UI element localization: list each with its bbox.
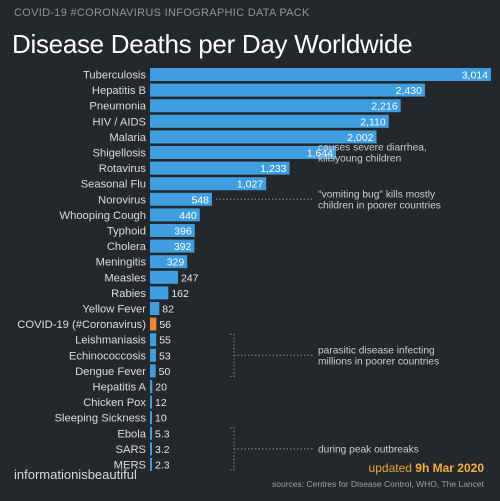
value-label-malaria: 2,002 (347, 132, 373, 144)
bar-hepatitis-a (150, 380, 153, 393)
category-label-echinococcosis: Echinococcosis (69, 350, 147, 362)
annotation-text: millions in poorer countries (318, 356, 439, 367)
value-label-seasonal-flu: 1,027 (237, 179, 263, 191)
annotation-text: causes severe diarrhea, (318, 143, 427, 154)
category-label-hepatitis-b: Hepatitis B (92, 85, 146, 97)
category-label-shigellosis: Shigellosis (93, 148, 147, 160)
category-label-rotavirus: Rotavirus (99, 163, 147, 175)
value-label-tuberculosis: 3,014 (462, 70, 488, 82)
value-label-hepatitis-a: 20 (155, 382, 167, 394)
category-label-norovirus: Norovirus (98, 194, 146, 206)
value-label-measles: 247 (181, 272, 199, 284)
category-label-malaria: Malaria (109, 132, 146, 144)
value-label-chicken-pox: 12 (155, 397, 167, 409)
category-label-hiv-aids: HIV / AIDS (93, 116, 146, 128)
value-label-rotavirus: 1,233 (260, 163, 286, 175)
value-label-norovirus: 548 (191, 194, 209, 206)
sources-credit: sources: Centres for Disease Control, WH… (272, 479, 484, 489)
category-label-typhoid: Typhoid (107, 226, 146, 238)
bar-pneumonia (150, 99, 401, 113)
value-label-ebola: 5.3 (155, 428, 170, 440)
value-label-pneumonia: 2,216 (371, 101, 397, 113)
bar-dengue-fever (150, 364, 156, 378)
bar-covid-19-coronavirus (150, 317, 157, 331)
category-label-dengue-fever: Dengue Fever (75, 366, 146, 378)
bar-chicken-pox (150, 395, 152, 409)
annotation-text: during peak outbreaks (318, 444, 419, 455)
value-label-covid-19-coronavirus: 56 (159, 319, 171, 331)
value-label-dengue-fever: 50 (159, 366, 171, 378)
annotation-text: killsyoung children (318, 154, 401, 165)
value-label-hiv-aids: 2,110 (360, 116, 386, 128)
bar-seasonal-flu (150, 177, 267, 191)
updated-prefix: updated (368, 461, 412, 475)
updated-date: updated 9h Mar 2020 (369, 461, 484, 475)
annotation-bracket (230, 333, 235, 377)
value-label-whooping-cough: 440 (179, 210, 197, 222)
bar-cholera (150, 239, 195, 253)
bar-tuberculosis (150, 68, 491, 81)
category-label-leishmaniasis: Leishmaniasis (75, 335, 146, 347)
category-label-chicken-pox: Chicken Pox (83, 397, 146, 409)
value-label-meningitis: 329 (167, 257, 185, 269)
value-label-mers: 2.3 (155, 460, 170, 472)
bar-echinococcosis (150, 348, 156, 362)
value-label-yellow-fever: 82 (162, 304, 174, 316)
data-pack-label: COVID-19 #CORONAVIRUS INFOGRAPHIC DATA P… (14, 7, 310, 19)
annotation-bracket (230, 427, 235, 471)
value-label-rabies: 162 (171, 288, 189, 300)
category-label-measles: Measles (104, 272, 146, 284)
category-label-whooping-cough: Whooping Cough (60, 210, 146, 222)
value-label-echinococcosis: 53 (159, 350, 171, 362)
value-label-leishmaniasis: 55 (159, 335, 171, 347)
category-label-cholera: Cholera (107, 241, 147, 253)
bar-hiv-aids (150, 114, 389, 128)
bar-yellow-fever (150, 302, 160, 315)
bar-norovirus (150, 192, 212, 206)
value-label-sars: 3.2 (155, 444, 170, 456)
value-label-typhoid: 396 (174, 226, 192, 238)
category-label-tuberculosis: Tuberculosis (83, 70, 146, 82)
bar-rabies (150, 286, 169, 300)
value-label-cholera: 392 (174, 241, 192, 253)
bar-hepatitis-b (150, 83, 425, 97)
bar-ebola (150, 426, 152, 440)
bar-malaria (150, 130, 377, 144)
bar-leishmaniasis (150, 333, 157, 347)
bar-measles (150, 270, 178, 284)
category-label-pneumonia: Pneumonia (89, 101, 146, 113)
category-label-sleeping-sickness: Sleeping Sickness (55, 413, 147, 425)
category-label-hepatitis-a: Hepatitis A (93, 382, 147, 394)
category-label-meningitis: Meningitis (96, 257, 147, 269)
category-label-yellow-fever: Yellow Fever (82, 304, 146, 316)
bar-meningitis (150, 255, 188, 269)
brand-logo-text: informationisbeautiful (14, 467, 137, 482)
value-label-shigellosis: 1,644 (307, 148, 333, 160)
category-label-seasonal-flu: Seasonal Flu (81, 179, 146, 191)
chart-title: Disease Deaths per Day Worldwide (12, 29, 413, 59)
updated-date-value: 9h Mar 2020 (415, 461, 484, 475)
category-label-rabies: Rabies (111, 288, 146, 300)
bar-sars (150, 442, 152, 456)
bar-sleeping-sickness (150, 411, 152, 425)
bar-whooping-cough (150, 208, 200, 222)
bar-mers (150, 458, 152, 471)
annotation-text: parasitic disease infecting (318, 345, 435, 356)
category-label-ebola: Ebola (117, 428, 146, 440)
bar-shigellosis (150, 146, 336, 159)
category-label-sars: SARS (116, 444, 146, 456)
annotation-text: "vomiting bug" kills mostly (318, 189, 436, 200)
annotation-text: children in poorer countries (318, 200, 441, 211)
value-label-sleeping-sickness: 10 (155, 413, 167, 425)
category-label-mers: MERS (114, 460, 146, 472)
bar-rotavirus (150, 161, 290, 175)
category-label-covid-19-coronavirus: COVID-19 (#Coronavirus) (17, 319, 146, 331)
value-label-hepatitis-b: 2,430 (396, 85, 422, 97)
bar-typhoid (150, 224, 195, 237)
